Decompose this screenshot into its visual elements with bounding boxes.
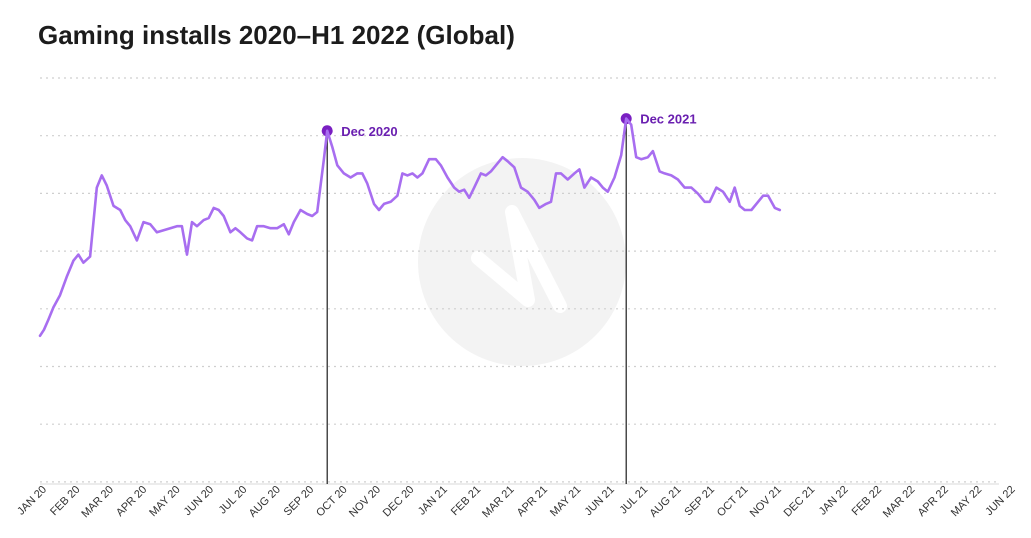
x-tick-label: AUG 20 <box>247 484 283 520</box>
x-tick-label: AUG 21 <box>648 484 684 520</box>
x-tick-label: MAY 22 <box>949 484 984 519</box>
x-tick-label: FEB 20 <box>48 484 82 518</box>
x-tick-label: NOV 21 <box>748 484 784 520</box>
x-tick-label: MAR 21 <box>480 484 517 521</box>
x-tick-label: APR 22 <box>916 484 951 519</box>
series <box>38 117 782 338</box>
x-tick-label: MAR 20 <box>79 484 116 521</box>
annotation-label: Dec 2021 <box>640 112 696 127</box>
x-tick-label: JAN 20 <box>15 484 49 518</box>
x-tick-label: JUN 20 <box>182 484 216 518</box>
x-tick-label: APR 20 <box>114 484 149 519</box>
x-tick-label: DEC 21 <box>782 484 818 520</box>
annotation-label: Dec 2020 <box>341 124 397 139</box>
x-tick-label: FEB 22 <box>850 484 884 518</box>
x-tick-label: SEP 21 <box>682 484 717 519</box>
x-tick-label: OCT 20 <box>314 484 350 520</box>
x-tick-label: JUN 21 <box>582 484 616 518</box>
x-tick-label: FEB 21 <box>449 484 483 518</box>
watermark-logo-icon <box>418 158 626 366</box>
x-tick-label: APR 21 <box>515 484 550 519</box>
chart-title: Gaming installs 2020–H1 2022 (Global) <box>38 20 515 50</box>
series-line <box>38 117 782 338</box>
x-tick-label: SEP 20 <box>282 484 317 519</box>
gridlines <box>40 77 999 485</box>
x-tick-label: OCT 21 <box>715 484 751 520</box>
x-tick-label: MAY 20 <box>147 484 182 519</box>
x-tick-label: JUL 20 <box>217 484 250 517</box>
x-tick-label: MAR 22 <box>881 484 918 521</box>
x-tick-label: JUL 21 <box>617 484 650 517</box>
x-tick-label: JUN 22 <box>983 484 1017 518</box>
x-tick-label: MAY 21 <box>548 484 583 519</box>
x-tick-label: JAN 21 <box>416 484 450 518</box>
x-tick-label: JAN 22 <box>817 484 851 518</box>
x-tick-label: NOV 20 <box>347 484 383 520</box>
annotations: Dec 2020 Dec 2021 <box>321 112 697 484</box>
x-tick-label: DEC 20 <box>381 484 417 520</box>
